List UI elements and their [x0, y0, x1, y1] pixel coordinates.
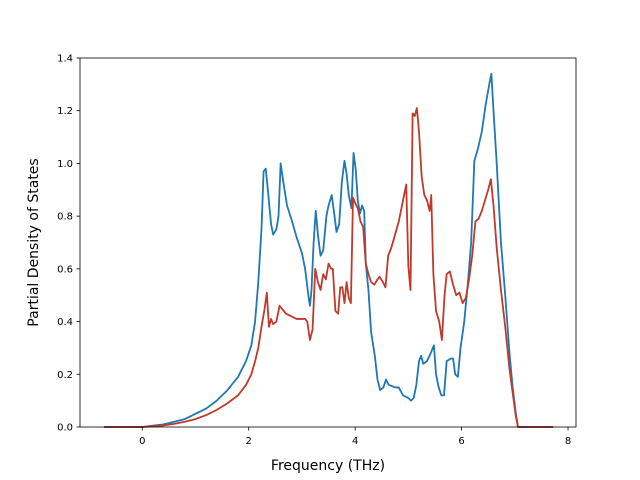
x-axis: 0 2 4 6 8 — [139, 427, 571, 447]
y-tick-label: 1.2 — [57, 106, 73, 117]
series-layer — [103, 72, 554, 428]
y-tick-label: 1.0 — [57, 159, 73, 170]
x-tick-label: 6 — [458, 436, 464, 447]
y-tick-label: 0.6 — [57, 264, 73, 275]
x-tick-label: 4 — [352, 436, 358, 447]
y-tick-label: 0.0 — [57, 423, 73, 434]
y-tick-label: 0.4 — [57, 317, 73, 328]
y-tick-label: 1.4 — [57, 54, 73, 65]
series-line-2 — [103, 107, 554, 428]
x-tick-label: 2 — [246, 436, 252, 447]
plot-frame — [79, 57, 577, 428]
x-tick-label: 0 — [139, 436, 145, 447]
y-axis-title: Partial Density of States — [26, 158, 42, 326]
x-tick-label: 8 — [565, 436, 571, 447]
y-tick-label: 0.8 — [57, 212, 73, 223]
y-tick-label: 0.2 — [57, 370, 73, 381]
series-line-1 — [103, 72, 554, 428]
y-axis: 0.0 0.2 0.4 0.6 0.8 1.0 1.2 1.4 — [57, 54, 80, 434]
x-axis-title: Frequency (THz) — [271, 458, 385, 474]
